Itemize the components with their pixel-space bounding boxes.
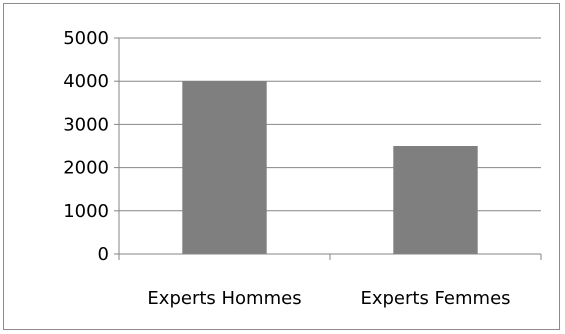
axes xyxy=(114,37,542,260)
bar-1 xyxy=(182,81,267,254)
y-tick-label: 0 xyxy=(98,244,109,265)
bars xyxy=(182,81,478,254)
y-tick-labels: 0 1000 2000 3000 4000 5000 xyxy=(63,28,109,265)
y-tick-label: 2000 xyxy=(63,158,109,179)
y-tick-label: 1000 xyxy=(63,201,109,222)
x-category-label: Experts Femmes xyxy=(360,288,510,309)
y-tick-label: 3000 xyxy=(63,114,109,135)
y-tick-label: 5000 xyxy=(63,28,109,49)
bar-2 xyxy=(393,146,478,254)
y-tick-label: 4000 xyxy=(63,71,109,92)
x-category-labels: Experts Hommes Experts Femmes xyxy=(147,288,510,309)
x-category-label: Experts Hommes xyxy=(147,288,301,309)
